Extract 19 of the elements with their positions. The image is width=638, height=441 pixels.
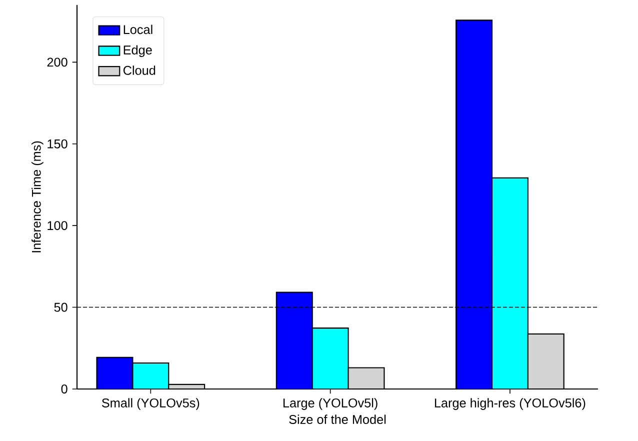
- x-tick-label: Small (YOLOv5s): [102, 398, 200, 410]
- y-tick-label: 100: [48, 221, 68, 230]
- bar: [491, 177, 528, 389]
- y-tick-label: 0: [61, 384, 68, 394]
- y-axis-title: Inference Time (ms): [32, 141, 44, 252]
- x-axis-title: Size of the Model: [289, 414, 386, 424]
- y-tick-label: 50: [54, 302, 68, 312]
- bar: [276, 292, 312, 389]
- y-tick-label: 150: [48, 139, 68, 148]
- y-tick-label: 200: [47, 58, 68, 67]
- x-tick-label: Large (YOLOv5l): [283, 398, 378, 410]
- bar: [456, 20, 493, 389]
- bar: [312, 328, 348, 389]
- bar: [96, 357, 133, 389]
- legend-label: Edge: [124, 45, 152, 58]
- legend-label: Cloud: [123, 66, 156, 75]
- x-tick-label: Large high-res (YOLOv5l6): [434, 398, 586, 410]
- legend-label: Local: [124, 24, 152, 34]
- bar: [132, 363, 169, 389]
